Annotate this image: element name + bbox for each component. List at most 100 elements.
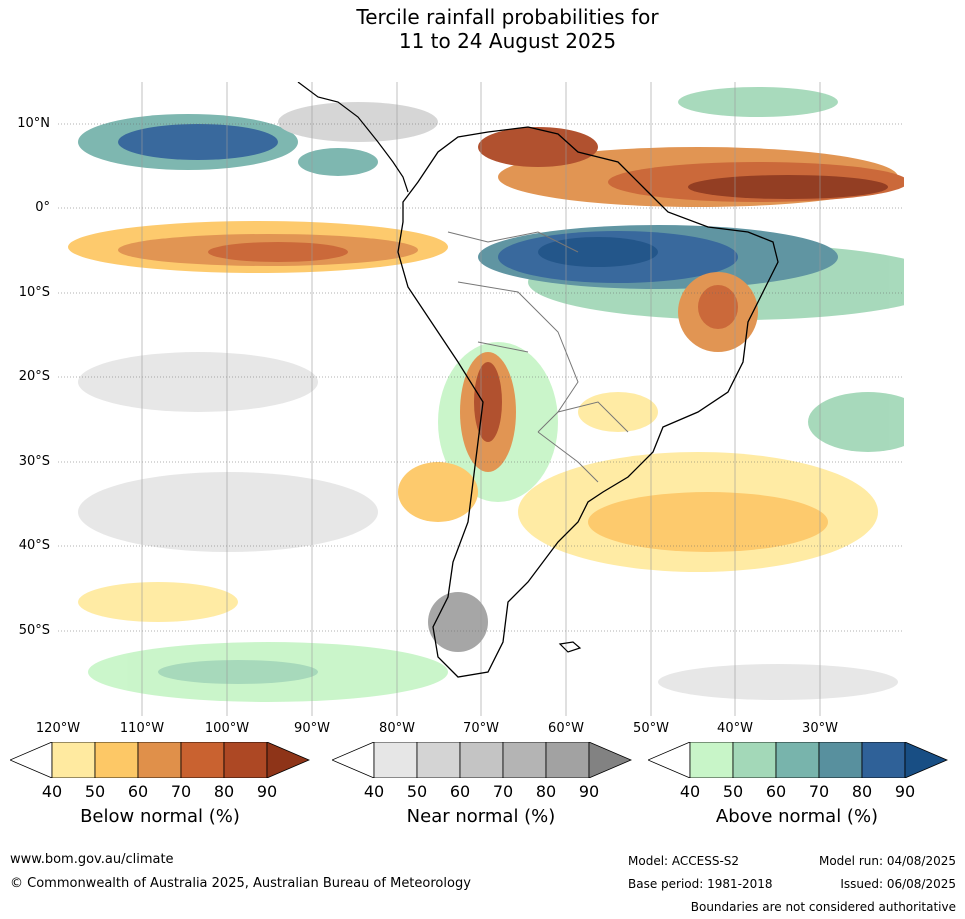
lon-label-60w: 60°W: [548, 721, 584, 736]
colorbar-below-tick: 50: [84, 782, 106, 801]
website-link[interactable]: www.bom.gov.au/climate: [10, 852, 174, 867]
shade-below: [398, 462, 478, 522]
colorbar-near-tick: 70: [492, 782, 514, 801]
shade-below: [688, 175, 888, 199]
shade-above: [808, 392, 904, 452]
colorbar-below-tick: 60: [127, 782, 149, 801]
probability-shading: [68, 87, 904, 702]
colorbar-below-tick: 90: [256, 782, 278, 801]
country-borders: [447, 231, 629, 483]
shade-below: [78, 582, 238, 622]
colorbar-swatch: [545, 741, 590, 779]
lon-label-120w: 120°W: [35, 721, 81, 736]
lon-label-70w: 70°W: [463, 721, 499, 736]
shade-near: [278, 102, 438, 142]
colorbar-swatch: [137, 741, 182, 779]
colorbar-swatch: [51, 741, 96, 779]
lon-label-40w: 40°W: [717, 721, 753, 736]
colorbar-above-normal: [646, 741, 949, 782]
colorbar-above-tick: 70: [808, 782, 830, 801]
gridlines-lon: [141, 82, 821, 716]
colorbar-swatch: [861, 741, 906, 779]
falkland-islands: [558, 641, 582, 653]
lon-label-30w: 30°W: [802, 721, 838, 736]
colorbar-swatch: [588, 741, 633, 779]
shade-below: [474, 362, 502, 442]
probability-map: [58, 82, 904, 716]
colorbar-above-title: Above normal (%): [715, 806, 879, 827]
lat-label-10s: 10°S: [18, 285, 50, 300]
issued-text: Issued: 06/08/2025: [840, 877, 956, 891]
lat-label-30s: 30°S: [18, 454, 50, 469]
colorbar-near-graphic: [330, 741, 633, 779]
colorbar-above-tick: 50: [722, 782, 744, 801]
copyright-text: © Commonwealth of Australia 2025, Austra…: [10, 876, 471, 891]
colorbar-below-title: Below normal (%): [80, 806, 240, 827]
shade-near: [78, 472, 378, 552]
colorbar-swatch: [904, 741, 949, 779]
shade-above: [158, 660, 318, 684]
lon-label-110w: 110°W: [119, 721, 165, 736]
colorbar-swatch: [818, 741, 863, 779]
colorbar-below-graphic: [8, 741, 311, 779]
colorbar-swatch: [330, 741, 375, 779]
colorbar-swatch: [94, 741, 139, 779]
colorbar-swatch: [646, 741, 691, 779]
disclaimer-text: Boundaries are not considered authoritat…: [690, 900, 956, 914]
map-title: Tercile rainfall probabilities for 11 to…: [0, 5, 965, 53]
colorbar-near-tick: 50: [406, 782, 428, 801]
lat-label-10n: 10°N: [17, 116, 50, 131]
colorbar-swatch: [180, 741, 225, 779]
colorbar-swatch: [732, 741, 777, 779]
lon-label-80w: 80°W: [379, 721, 415, 736]
title-line-2: 11 to 24 August 2025: [398, 29, 617, 53]
lat-label-50s: 50°S: [18, 623, 50, 638]
shade-below: [698, 285, 738, 329]
colorbar-near-tick: 80: [535, 782, 557, 801]
colorbar-swatch: [266, 741, 311, 779]
shade-near: [428, 592, 488, 652]
shade-below: [478, 127, 598, 167]
colorbar-below-tick: 40: [41, 782, 63, 801]
lon-label-90w: 90°W: [294, 721, 330, 736]
lat-label-40s: 40°S: [18, 538, 50, 553]
shade-below: [578, 392, 658, 432]
colorbar-above-graphic: [646, 741, 949, 779]
shade-above: [538, 237, 658, 267]
base-period-text: Base period: 1981-2018: [628, 877, 773, 891]
colorbar-swatch: [689, 741, 734, 779]
colorbar-above-tick: 60: [765, 782, 787, 801]
colorbar-swatch: [459, 741, 504, 779]
south-america-coastline: [397, 126, 779, 678]
colorbar-swatch: [416, 741, 461, 779]
shade-above: [678, 87, 838, 117]
shade-above: [298, 148, 378, 176]
shade-above: [118, 124, 278, 160]
colorbar-near-normal: [330, 741, 633, 782]
colorbar-near-tick: 90: [578, 782, 600, 801]
colorbar-above-tick: 40: [679, 782, 701, 801]
colorbar-swatch: [223, 741, 268, 779]
colorbar-near-tick: 60: [449, 782, 471, 801]
colorbar-swatch: [502, 741, 547, 779]
colorbar-near-tick: 40: [363, 782, 385, 801]
model-text: Model: ACCESS-S2: [628, 854, 740, 868]
colorbar-swatch: [775, 741, 820, 779]
colorbar-swatch: [8, 741, 53, 779]
colorbar-near-title: Near normal (%): [406, 806, 556, 827]
colorbar-above-tick: 90: [894, 782, 916, 801]
colorbar-swatch: [373, 741, 418, 779]
lon-label-50w: 50°W: [633, 721, 669, 736]
title-line-1: Tercile rainfall probabilities for: [356, 5, 659, 29]
shade-near: [658, 664, 898, 700]
shade-below: [208, 242, 348, 262]
model-run-text: Model run: 04/08/2025: [818, 854, 956, 868]
shade-below: [588, 492, 828, 552]
lat-label-0: 0°: [35, 200, 50, 215]
lon-label-100w: 100°W: [204, 721, 250, 736]
shade-near: [78, 352, 318, 412]
colorbar-below-tick: 70: [170, 782, 192, 801]
colorbar-above-tick: 80: [851, 782, 873, 801]
colorbar-below-normal: [8, 741, 311, 782]
central-america-coastline: [297, 82, 409, 193]
